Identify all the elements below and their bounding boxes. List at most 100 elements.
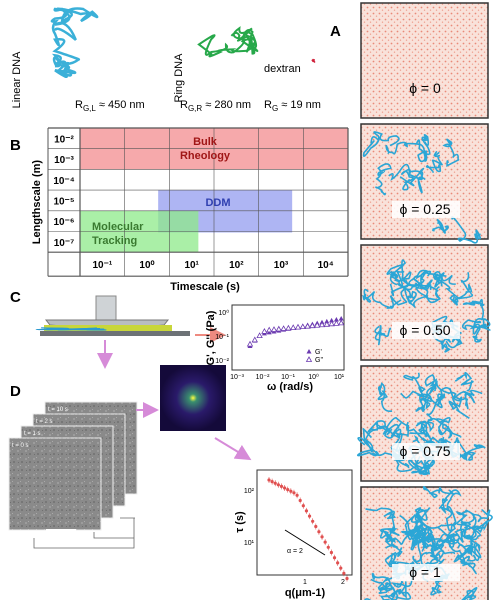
plot-frame xyxy=(231,304,345,371)
fraction-label: ϕ = 0.50 xyxy=(399,322,450,338)
x-tick-label: 10⁻³ xyxy=(230,374,244,381)
polymer xyxy=(454,371,474,392)
fraction-box xyxy=(356,365,489,482)
polymer xyxy=(377,382,393,412)
marker xyxy=(283,486,287,490)
x-tick-label: 10¹ xyxy=(184,260,199,271)
radius-symbol: R xyxy=(180,99,188,111)
polymer xyxy=(400,168,426,194)
fraction-box xyxy=(360,486,493,600)
marker xyxy=(290,324,297,330)
legend-label: G' xyxy=(315,349,322,356)
polymer xyxy=(365,507,396,542)
marker xyxy=(332,556,337,560)
y-tick-label: 10⁻⁷ xyxy=(54,238,75,249)
marker xyxy=(261,328,268,334)
marker xyxy=(280,325,287,331)
polymer xyxy=(422,393,444,422)
axis-label: τ (s) xyxy=(234,511,246,533)
polymer xyxy=(362,288,402,310)
axis-label: Lengthscale (m) xyxy=(31,160,43,245)
polymer xyxy=(391,259,412,288)
marker xyxy=(285,324,292,331)
frame-label: t = 2 s xyxy=(36,419,53,425)
label-bg xyxy=(392,564,460,581)
radius-label: RG,R ≈ 280 nm xyxy=(180,99,251,113)
marker xyxy=(276,483,280,487)
x-tick-label: 2 xyxy=(341,579,345,586)
radius-symbol: R xyxy=(75,99,83,111)
marker xyxy=(279,484,284,488)
region-label: Tracking xyxy=(92,235,137,247)
marker xyxy=(304,509,309,513)
polymer xyxy=(409,420,432,442)
polymer xyxy=(469,318,491,331)
marker xyxy=(289,489,293,493)
marker xyxy=(309,322,316,329)
fraction-box xyxy=(360,2,489,119)
marker xyxy=(338,316,344,321)
slope-line xyxy=(284,529,326,556)
frame xyxy=(8,437,102,531)
marker xyxy=(336,561,340,565)
polymer xyxy=(454,389,483,410)
x-tick-label: 10⁻¹ xyxy=(281,374,295,381)
marker xyxy=(270,480,274,484)
marker xyxy=(307,514,312,518)
marker xyxy=(323,540,327,544)
marker xyxy=(333,320,340,326)
marker xyxy=(329,317,335,323)
polymer xyxy=(463,520,489,543)
marker xyxy=(298,498,302,503)
radius-value: ≈ 280 nm xyxy=(202,99,251,111)
molecule-name: Linear DNA xyxy=(11,51,23,109)
polymer xyxy=(362,131,400,157)
sample-polymer xyxy=(35,327,107,331)
dextran xyxy=(311,58,316,63)
polymer xyxy=(454,521,481,543)
polymer xyxy=(415,269,447,288)
legend-label: G'' xyxy=(315,357,323,364)
fft-image xyxy=(160,365,226,431)
fraction-box xyxy=(360,123,489,244)
marker xyxy=(329,550,333,555)
y-tick-label: 10¹ xyxy=(244,540,255,547)
x-tick-label: 10³ xyxy=(274,260,289,271)
polymer xyxy=(414,507,453,529)
polymer xyxy=(437,526,477,575)
marker xyxy=(294,323,302,330)
axis-label: Timescale (s) xyxy=(170,281,240,293)
marker xyxy=(267,478,271,482)
radius-label: RG ≈ 19 nm xyxy=(264,99,321,113)
molecule-name: dextran xyxy=(264,63,301,75)
marker xyxy=(338,319,345,326)
sample xyxy=(44,325,172,331)
fraction-label: ϕ = 0.75 xyxy=(399,443,450,459)
polymer xyxy=(400,372,426,399)
polymer xyxy=(404,288,427,308)
fraction-label: ϕ = 0.25 xyxy=(399,201,450,217)
polymer xyxy=(385,581,412,600)
x-tick-label: 10⁰ xyxy=(139,260,154,271)
marker xyxy=(304,322,311,329)
polymer xyxy=(425,150,444,173)
radius-value: ≈ 450 nm xyxy=(96,99,145,111)
marker xyxy=(342,571,346,575)
polymer xyxy=(386,416,410,448)
polymer xyxy=(449,272,473,306)
marker xyxy=(318,321,326,328)
slope-label: α = 2 xyxy=(287,548,303,555)
scalebar-label: 40 μm xyxy=(44,534,67,543)
polymer xyxy=(422,486,455,499)
fraction-box xyxy=(360,244,491,361)
polymer xyxy=(417,417,451,433)
polymer xyxy=(386,283,408,309)
polymer xyxy=(438,489,462,515)
panel-label: B xyxy=(10,137,21,154)
frame-label: t = 1 s xyxy=(24,431,41,437)
marker xyxy=(292,491,296,495)
marker xyxy=(317,530,321,534)
y-tick-label: 10⁻⁴ xyxy=(53,176,74,187)
